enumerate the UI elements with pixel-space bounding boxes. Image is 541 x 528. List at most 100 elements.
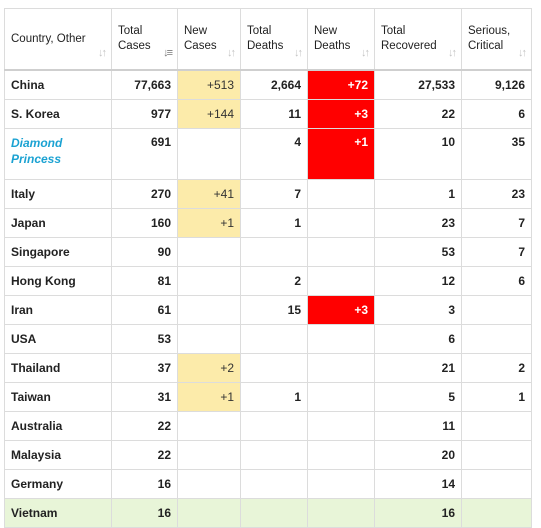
new-deaths-cell	[307, 382, 375, 412]
total-recovered-cell: 21	[374, 353, 462, 383]
sort-icon[interactable]: ↓↑	[448, 47, 457, 59]
serious-critical-cell: 23	[461, 179, 532, 209]
new-deaths-cell	[307, 237, 375, 267]
new-cases-cell	[177, 411, 241, 441]
table-row: Taiwan 31 +1 1 5 1	[4, 382, 532, 412]
country-cell: Iran	[4, 295, 112, 325]
total-deaths-cell: 7	[240, 179, 308, 209]
total-recovered-cell: 27,533	[374, 69, 462, 100]
country-cell: Germany	[4, 469, 112, 499]
new-deaths-cell: +3	[307, 99, 375, 129]
new-cases-cell: +41	[177, 179, 241, 209]
header-label: Total Recovered	[381, 25, 437, 52]
new-cases-cell	[177, 295, 241, 325]
new-cases-cell	[177, 469, 241, 499]
header-serious-critical[interactable]: Serious, Critical ↓↑	[461, 8, 532, 71]
country-cell: Diamond Princess	[4, 128, 112, 180]
new-deaths-cell: +1	[307, 128, 375, 180]
total-recovered-cell: 16	[374, 498, 462, 528]
total-deaths-cell: 15	[240, 295, 308, 325]
table-row: USA 53 6	[4, 324, 532, 354]
total-cases-cell: 90	[111, 237, 178, 267]
country-cell: Australia	[4, 411, 112, 441]
country-cell: Italy	[4, 179, 112, 209]
serious-critical-cell: 1	[461, 382, 532, 412]
header-total-recovered[interactable]: Total Recovered ↓↑	[374, 8, 462, 71]
header-label: Total Cases	[118, 25, 151, 52]
table-row: Japan 160 +1 1 23 7	[4, 208, 532, 238]
serious-critical-cell	[461, 469, 532, 499]
country-cell: Malaysia	[4, 440, 112, 470]
total-recovered-cell: 3	[374, 295, 462, 325]
total-cases-cell: 16	[111, 469, 178, 499]
country-cell: Vietnam	[4, 498, 112, 528]
total-cases-cell: 37	[111, 353, 178, 383]
new-deaths-cell	[307, 353, 375, 383]
table-row: Hong Kong 81 2 12 6	[4, 266, 532, 296]
new-cases-cell: +2	[177, 353, 241, 383]
header-new-cases[interactable]: New Cases ↓↑	[177, 8, 241, 71]
total-recovered-cell: 11	[374, 411, 462, 441]
total-recovered-cell: 23	[374, 208, 462, 238]
total-deaths-cell	[240, 469, 308, 499]
total-cases-cell: 22	[111, 440, 178, 470]
header-new-deaths[interactable]: New Deaths ↓↑	[307, 8, 375, 71]
sort-icon[interactable]: ↓↑	[294, 47, 303, 59]
sort-icon[interactable]: ↓↑	[518, 47, 527, 59]
serious-critical-cell: 9,126	[461, 69, 532, 100]
new-cases-cell: +513	[177, 69, 241, 100]
total-deaths-cell: 2	[240, 266, 308, 296]
total-cases-cell: 160	[111, 208, 178, 238]
country-cell: USA	[4, 324, 112, 354]
country-cell: Hong Kong	[4, 266, 112, 296]
country-cell: China	[4, 69, 112, 100]
table-row: Malaysia 22 20	[4, 440, 532, 470]
header-country[interactable]: Country, Other ↓↑	[4, 8, 112, 71]
table-row-highlighted: Vietnam 16 16	[4, 498, 532, 528]
total-deaths-cell	[240, 353, 308, 383]
serious-critical-cell: 7	[461, 208, 532, 238]
new-cases-cell	[177, 266, 241, 296]
table-row: Iran 61 15 +3 3	[4, 295, 532, 325]
new-deaths-cell	[307, 208, 375, 238]
serious-critical-cell	[461, 411, 532, 441]
total-deaths-cell	[240, 440, 308, 470]
total-deaths-cell	[240, 237, 308, 267]
coronavirus-table-container: Country, Other ↓↑ Total Cases ↓≡ New Cas…	[4, 8, 532, 528]
table-row: S. Korea 977 +144 11 +3 22 6	[4, 99, 532, 129]
diamond-princess-link[interactable]: Diamond Princess	[11, 136, 63, 166]
new-cases-cell	[177, 237, 241, 267]
sort-icon[interactable]: ↓↑	[361, 47, 370, 59]
new-deaths-cell	[307, 411, 375, 441]
table-row: Germany 16 14	[4, 469, 532, 499]
total-cases-cell: 977	[111, 99, 178, 129]
total-recovered-cell: 6	[374, 324, 462, 354]
total-deaths-cell	[240, 411, 308, 441]
header-total-cases[interactable]: Total Cases ↓≡	[111, 8, 178, 71]
sort-icon[interactable]: ↓↑	[227, 47, 236, 59]
country-cell: Japan	[4, 208, 112, 238]
new-deaths-cell	[307, 324, 375, 354]
total-recovered-cell: 14	[374, 469, 462, 499]
new-deaths-cell	[307, 498, 375, 528]
total-deaths-cell: 1	[240, 382, 308, 412]
total-cases-cell: 31	[111, 382, 178, 412]
new-cases-cell	[177, 324, 241, 354]
serious-critical-cell	[461, 498, 532, 528]
total-recovered-cell: 10	[374, 128, 462, 180]
total-recovered-cell: 22	[374, 99, 462, 129]
total-recovered-cell: 12	[374, 266, 462, 296]
serious-critical-cell: 7	[461, 237, 532, 267]
header-total-deaths[interactable]: Total Deaths ↓↑	[240, 8, 308, 71]
header-label: New Deaths	[314, 25, 351, 52]
new-cases-cell: +144	[177, 99, 241, 129]
serious-critical-cell: 6	[461, 266, 532, 296]
total-cases-cell: 16	[111, 498, 178, 528]
table-row: Diamond Princess 691 4 +1 10 35	[4, 128, 532, 180]
sort-icon[interactable]: ↓↑	[98, 47, 107, 59]
sort-desc-icon[interactable]: ↓≡	[163, 47, 173, 59]
total-deaths-cell	[240, 324, 308, 354]
new-cases-cell	[177, 498, 241, 528]
table-row: Thailand 37 +2 21 2	[4, 353, 532, 383]
country-cell: Thailand	[4, 353, 112, 383]
